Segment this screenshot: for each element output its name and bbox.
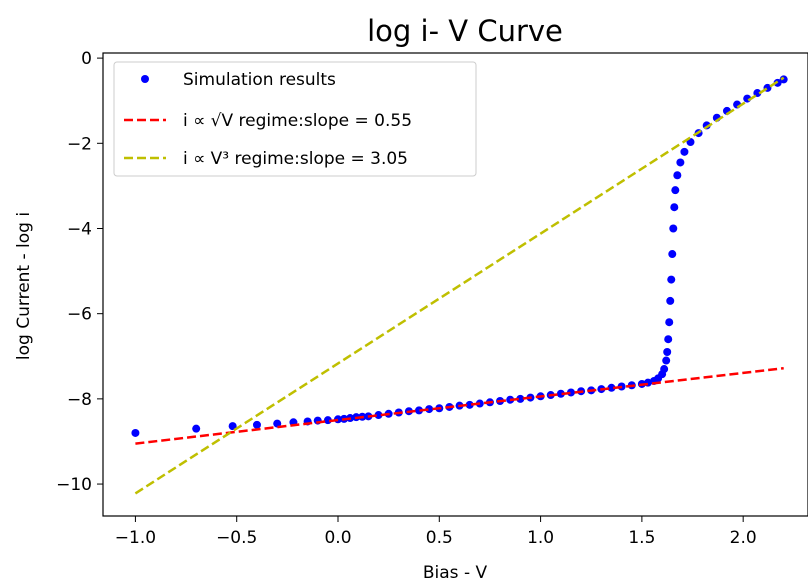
- y-axis-label: log Current - log i: [14, 212, 34, 360]
- data-point: [566, 388, 575, 397]
- data-point: [779, 75, 788, 84]
- x-tick-label: 0.0: [324, 528, 351, 548]
- x-tick-label: 2.0: [730, 528, 757, 548]
- data-point: [664, 335, 673, 344]
- data-point: [669, 224, 678, 233]
- data-point: [673, 171, 682, 180]
- data-point: [660, 365, 669, 374]
- data-point: [556, 389, 565, 398]
- data-point: [663, 348, 672, 357]
- data-point: [667, 275, 676, 284]
- x-tick-label: −1.0: [115, 528, 156, 548]
- data-point: [665, 318, 674, 327]
- legend-label-sqrt: i ∝ √V regime:slope = 0.55: [183, 111, 412, 131]
- axis-ticks: −1.0 −0.5 0.0 0.5 1.0 1.5 2.0 0 −2 −4 −6 −8 −10: [56, 49, 757, 548]
- data-point: [252, 420, 261, 429]
- data-point: [516, 394, 525, 403]
- data-point: [680, 147, 689, 156]
- legend-box: [113, 61, 477, 177]
- fit-line-sqrt: [135, 366, 784, 445]
- data-point: [607, 383, 616, 392]
- y-tick-label: −4: [67, 219, 92, 239]
- data-point: [465, 400, 474, 409]
- data-point: [425, 405, 434, 414]
- y-tick-label: −8: [67, 390, 92, 410]
- data-point: [192, 424, 201, 433]
- data-point: [666, 296, 675, 305]
- y-tick-label: −6: [67, 305, 92, 325]
- data-point: [273, 419, 282, 428]
- data-point: [228, 422, 237, 431]
- data-point: [670, 203, 679, 212]
- data-point: [676, 158, 685, 167]
- y-tick-label: −10: [56, 475, 92, 495]
- x-tick-label: 0.5: [426, 528, 453, 548]
- fit-line-cubic: [134, 76, 785, 495]
- legend-label-cubic: i ∝ V³ regime:slope = 3.05: [183, 149, 408, 169]
- x-tick-label: 1.0: [527, 528, 554, 548]
- data-point: [415, 406, 424, 415]
- plot-area: [102, 52, 808, 517]
- data-point: [662, 356, 671, 365]
- data-point: [671, 186, 680, 195]
- y-tick-label: −2: [67, 134, 92, 154]
- x-axis-label: Bias - V: [423, 563, 488, 583]
- chart-title: log i- V Curve: [367, 14, 563, 48]
- plot-frame: [102, 52, 808, 517]
- data-point: [374, 411, 383, 420]
- legend: Simulation results i ∝ √V regime:slope =…: [113, 61, 477, 177]
- legend-label-simulation: Simulation results: [183, 70, 336, 90]
- legend-marker-simulation: [141, 75, 149, 83]
- data-point: [131, 428, 140, 437]
- y-tick-label: 0: [81, 49, 92, 69]
- x-tick-label: 1.5: [628, 528, 655, 548]
- x-tick-label: −0.5: [216, 528, 257, 548]
- data-point: [668, 250, 677, 259]
